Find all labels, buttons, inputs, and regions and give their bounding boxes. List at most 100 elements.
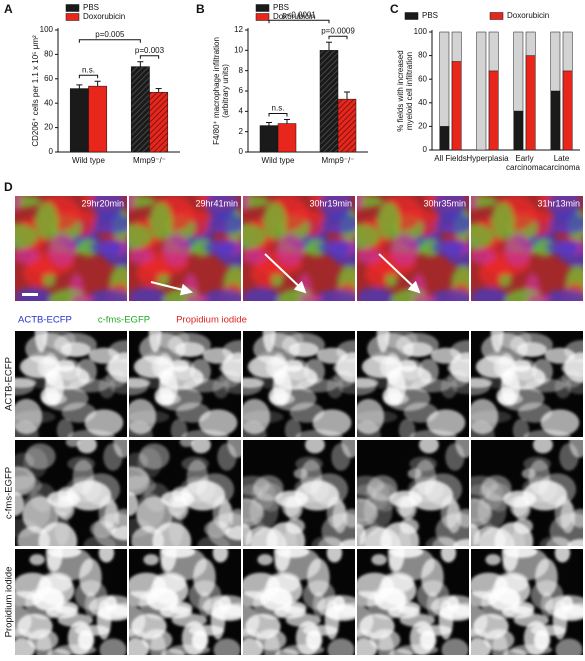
cell [440, 496, 459, 529]
cell [321, 213, 355, 234]
bar [130, 66, 150, 153]
cell [389, 549, 424, 558]
cell [398, 418, 416, 437]
cell [19, 355, 59, 378]
cell [445, 443, 465, 471]
cell [207, 213, 241, 234]
cell [174, 342, 205, 357]
legend-label: PBS [83, 3, 99, 12]
cell [399, 613, 435, 627]
arrow [150, 281, 193, 296]
cell [168, 511, 184, 546]
cell [84, 409, 124, 437]
cell [190, 440, 211, 454]
cell [357, 223, 381, 250]
cell [243, 484, 263, 503]
cell [432, 239, 465, 257]
cell [284, 418, 302, 437]
significance-bracket [78, 74, 99, 79]
cell [243, 287, 280, 301]
annotation: p=0.005 [95, 30, 125, 39]
cell [107, 352, 127, 383]
cell [205, 196, 239, 220]
bar-remainder [476, 31, 487, 151]
cell [282, 528, 298, 546]
micrograph-texture [471, 331, 583, 437]
cell [471, 287, 508, 301]
cell [390, 233, 419, 267]
cell [48, 233, 77, 267]
cell [564, 602, 583, 617]
row-label: Propidium iodide [4, 567, 15, 638]
cell [473, 526, 507, 546]
micrograph-texture [15, 196, 127, 301]
micrograph [129, 440, 241, 546]
micrograph-texture [129, 549, 241, 655]
y-tick-label: 8 [239, 66, 244, 75]
significance-bracket [78, 39, 141, 43]
cell [129, 223, 153, 250]
cell [47, 549, 82, 558]
x-tick-label: Hyperplasia [466, 154, 509, 163]
legend-swatch [65, 4, 80, 12]
cell [492, 633, 508, 655]
micrograph-texture [357, 440, 469, 546]
cell [429, 289, 469, 301]
cell [58, 358, 82, 381]
micrograph-texture [243, 440, 355, 546]
timestamp: 30hr19min [309, 198, 352, 208]
cell [17, 613, 53, 640]
cell [201, 289, 241, 301]
cell [135, 493, 165, 529]
cell [357, 484, 377, 503]
cell [543, 289, 583, 301]
y-tick-label: 2 [239, 127, 244, 136]
y-axis-label: myeloid cell infiltration [405, 52, 414, 130]
micrograph [471, 331, 583, 437]
cell [67, 429, 115, 437]
cell [15, 287, 52, 301]
cell [131, 526, 165, 546]
cell [29, 554, 45, 566]
cell [389, 648, 413, 655]
cell [546, 239, 579, 257]
cell [471, 248, 496, 265]
cell [513, 613, 549, 627]
legend-swatch [255, 13, 270, 21]
legend-label: Doxorubicin [507, 11, 549, 20]
cell [171, 486, 191, 503]
cell [471, 410, 512, 424]
cell [90, 239, 123, 257]
cell [198, 409, 238, 437]
bar [319, 50, 339, 153]
cell [212, 496, 231, 529]
micrograph [471, 440, 583, 546]
bar [69, 88, 89, 153]
y-tick-label: 40 [44, 98, 53, 107]
y-tick-label: 6 [239, 86, 244, 95]
cell [25, 587, 65, 620]
cell [449, 352, 469, 383]
micrograph-texture [243, 196, 355, 301]
x-tick-label: Mmp9⁻/⁻ [322, 156, 355, 165]
cell [129, 452, 149, 471]
cell [286, 358, 310, 381]
legend-swatch [404, 12, 419, 20]
cell [302, 625, 339, 636]
cell [527, 294, 551, 301]
timestamp: 31hr13min [537, 198, 580, 208]
bar [513, 110, 524, 151]
cell [161, 549, 196, 558]
cell [503, 549, 538, 558]
arrow [378, 253, 421, 294]
cell [540, 592, 554, 618]
cell [129, 287, 166, 301]
cell [15, 223, 39, 250]
cell [559, 443, 579, 471]
cell [204, 239, 237, 257]
cell [57, 486, 77, 503]
cell [396, 528, 412, 546]
cell [359, 526, 393, 546]
